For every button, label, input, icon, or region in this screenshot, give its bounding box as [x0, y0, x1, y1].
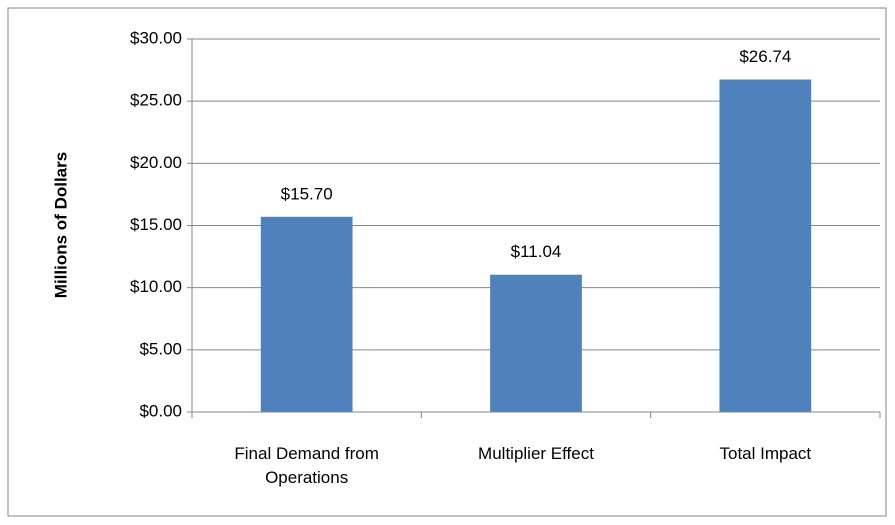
bar — [490, 274, 582, 412]
x-tick-label: Total Impact — [719, 444, 812, 463]
data-label: $11.04 — [511, 242, 562, 261]
y-tick-label: $25.00 — [130, 91, 182, 110]
data-label: $15.70 — [281, 184, 333, 203]
y-axis-title: Millions of Dollars — [51, 152, 70, 298]
y-tick-label: $15.00 — [130, 215, 182, 234]
x-tick-label: Multiplier Effect — [478, 444, 594, 463]
y-tick-label: $10.00 — [130, 277, 182, 296]
y-tick-label: $20.00 — [130, 153, 182, 172]
bar — [719, 79, 812, 413]
data-label: $26.74 — [739, 47, 791, 66]
x-tick-label: Final Demand from Operations — [234, 444, 379, 487]
y-tick-label: $0.00 — [139, 401, 182, 420]
y-tick-label: $30.00 — [130, 28, 182, 47]
bar — [260, 216, 353, 412]
y-tick-label: $5.00 — [139, 339, 182, 358]
